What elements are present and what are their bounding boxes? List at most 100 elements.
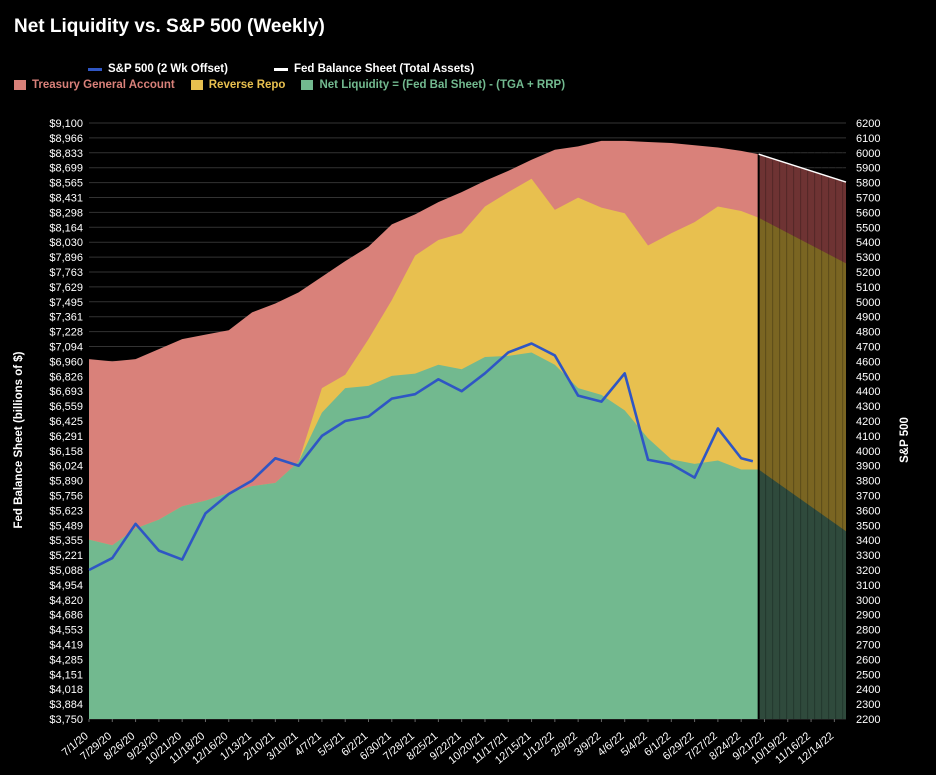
y2-tick-label: 3700 — [856, 491, 880, 503]
y2-tick-label: 2500 — [856, 669, 880, 681]
fed-balance-projection-line — [758, 153, 847, 183]
y-tick-label: $6,826 — [49, 371, 83, 383]
y-tick-label: $7,495 — [49, 297, 83, 309]
y2-axis-label: S&P 500 — [899, 417, 911, 463]
y-tick-label: $6,693 — [49, 386, 83, 398]
y2-tick-label: 3400 — [856, 535, 880, 547]
y2-tick-label: 5300 — [856, 252, 880, 264]
y-tick-label: $4,285 — [49, 654, 83, 666]
y-tick-label: $6,960 — [49, 356, 83, 368]
y-tick-label: $8,565 — [49, 178, 83, 190]
legend-swatch-tga — [14, 80, 26, 90]
y2-tick-label: 4400 — [856, 386, 880, 398]
y-tick-label: $7,896 — [49, 252, 83, 264]
legend-item-sp500: S&P 500 (2 Wk Offset) — [88, 63, 228, 75]
y-tick-label: $7,361 — [49, 312, 83, 324]
y-tick-label: $6,425 — [49, 416, 83, 428]
y2-tick-label: 6200 — [856, 118, 880, 130]
y-tick-label: $6,024 — [49, 461, 83, 473]
y2-tick-label: 5800 — [856, 178, 880, 190]
legend-label-fed: Fed Balance Sheet (Total Assets) — [293, 63, 475, 75]
y2-tick-label: 3600 — [856, 505, 880, 517]
series-lines — [88, 153, 847, 572]
y2-tick-label: 5600 — [856, 207, 880, 219]
legend-item-fed: Fed Balance Sheet (Total Assets) — [273, 63, 475, 75]
chart-title: Net Liquidity vs. S&P 500 (Weekly) — [14, 16, 325, 37]
projected-net-liquidity-area — [758, 469, 846, 719]
legend-swatch-rrp — [190, 80, 203, 90]
y-tick-label: $8,699 — [49, 163, 83, 175]
y-tick-label: $5,623 — [49, 505, 83, 517]
y-tick-label: $7,763 — [49, 267, 83, 279]
y-tick-label: $5,756 — [49, 491, 83, 503]
legend-label-sp500: S&P 500 (2 Wk Offset) — [108, 63, 228, 75]
y-tick-label: $4,151 — [49, 669, 83, 681]
legend-label-tga: Treasury General Account — [32, 79, 175, 91]
y-axis-label: Fed Balance Sheet (billions of $) — [13, 351, 25, 528]
y2-tick-label: 2200 — [856, 714, 880, 726]
y2-tick-label: 5400 — [856, 237, 880, 249]
y-tick-label: $7,094 — [49, 342, 83, 354]
area-layers — [89, 140, 759, 720]
legend-swatch-net — [301, 80, 314, 90]
legend-item-tga: Treasury General Account — [14, 79, 175, 91]
y2-tick-label: 2900 — [856, 610, 880, 622]
y-tick-label: $5,088 — [49, 565, 83, 577]
y-tick-label: $5,355 — [49, 535, 83, 547]
y2-tick-label: 3300 — [856, 550, 880, 562]
y-tick-label: $5,489 — [49, 520, 83, 532]
legend-swatch-fed — [273, 67, 288, 71]
y-tick-label: $3,884 — [49, 699, 83, 711]
y-tick-label: $6,158 — [49, 446, 83, 458]
y-tick-label: $4,419 — [49, 640, 83, 652]
y2-tick-label: 3200 — [856, 565, 880, 577]
y-tick-label: $4,553 — [49, 625, 83, 637]
y2-tick-label: 4600 — [856, 356, 880, 368]
projection-layers — [757, 143, 846, 720]
y2-tick-label: 2300 — [856, 699, 880, 711]
y-tick-label: $4,820 — [49, 595, 83, 607]
y2-tick-label: 5000 — [856, 297, 880, 309]
net-liquidity-area — [89, 352, 759, 719]
y2-tick-label: 6000 — [856, 148, 880, 160]
y-tick-label: $6,291 — [49, 431, 83, 443]
y-tick-label: $8,164 — [49, 222, 83, 234]
y-tick-label: $8,833 — [49, 148, 83, 160]
y-tick-label: $4,686 — [49, 610, 83, 622]
y2-tick-label: 2700 — [856, 640, 880, 652]
y-tick-label: $8,431 — [49, 193, 83, 205]
y2-tick-label: 4200 — [856, 416, 880, 428]
y2-tick-label: 3000 — [856, 595, 880, 607]
y2-tick-label: 4100 — [856, 431, 880, 443]
y2-tick-label: 3100 — [856, 580, 880, 592]
y2-tick-label: 2400 — [856, 684, 880, 696]
y2-tick-label: 5200 — [856, 267, 880, 279]
y2-tick-label: 2600 — [856, 654, 880, 666]
y2-tick-label: 4500 — [856, 371, 880, 383]
y2-tick-label: 3500 — [856, 520, 880, 532]
y-tick-label: $3,750 — [49, 714, 83, 726]
y-tick-label: $4,954 — [49, 580, 83, 592]
y-tick-label: $8,030 — [49, 237, 83, 249]
legend-item-rrp: Reverse Repo — [190, 79, 286, 91]
y2-tick-label: 4700 — [856, 342, 880, 354]
y-tick-label: $7,228 — [49, 327, 83, 339]
y2-tick-label: 5100 — [856, 282, 880, 294]
legend-swatch-sp500 — [88, 67, 102, 71]
y-tick-label: $4,018 — [49, 684, 83, 696]
y2-tick-label: 5900 — [856, 163, 880, 175]
y2-tick-label: 3900 — [856, 461, 880, 473]
y2-tick-label: 4800 — [856, 327, 880, 339]
y-tick-label: $9,100 — [49, 118, 83, 130]
sp500-line — [88, 342, 754, 572]
y2-tick-label: 4000 — [856, 446, 880, 458]
y2-tick-label: 4900 — [856, 312, 880, 324]
legend-label-net: Net Liquidity = (Fed Bal Sheet) - (TGA +… — [319, 79, 566, 91]
y2-tick-label: 4300 — [856, 401, 880, 413]
y-tick-label: $8,298 — [49, 207, 83, 219]
legend-top-row: S&P 500 (2 Wk Offset) Fed Balance Sheet … — [88, 63, 474, 75]
y2-tick-label: 6100 — [856, 133, 880, 145]
y-tick-label: $6,559 — [49, 401, 83, 413]
legend-label-rrp: Reverse Repo — [208, 79, 286, 91]
